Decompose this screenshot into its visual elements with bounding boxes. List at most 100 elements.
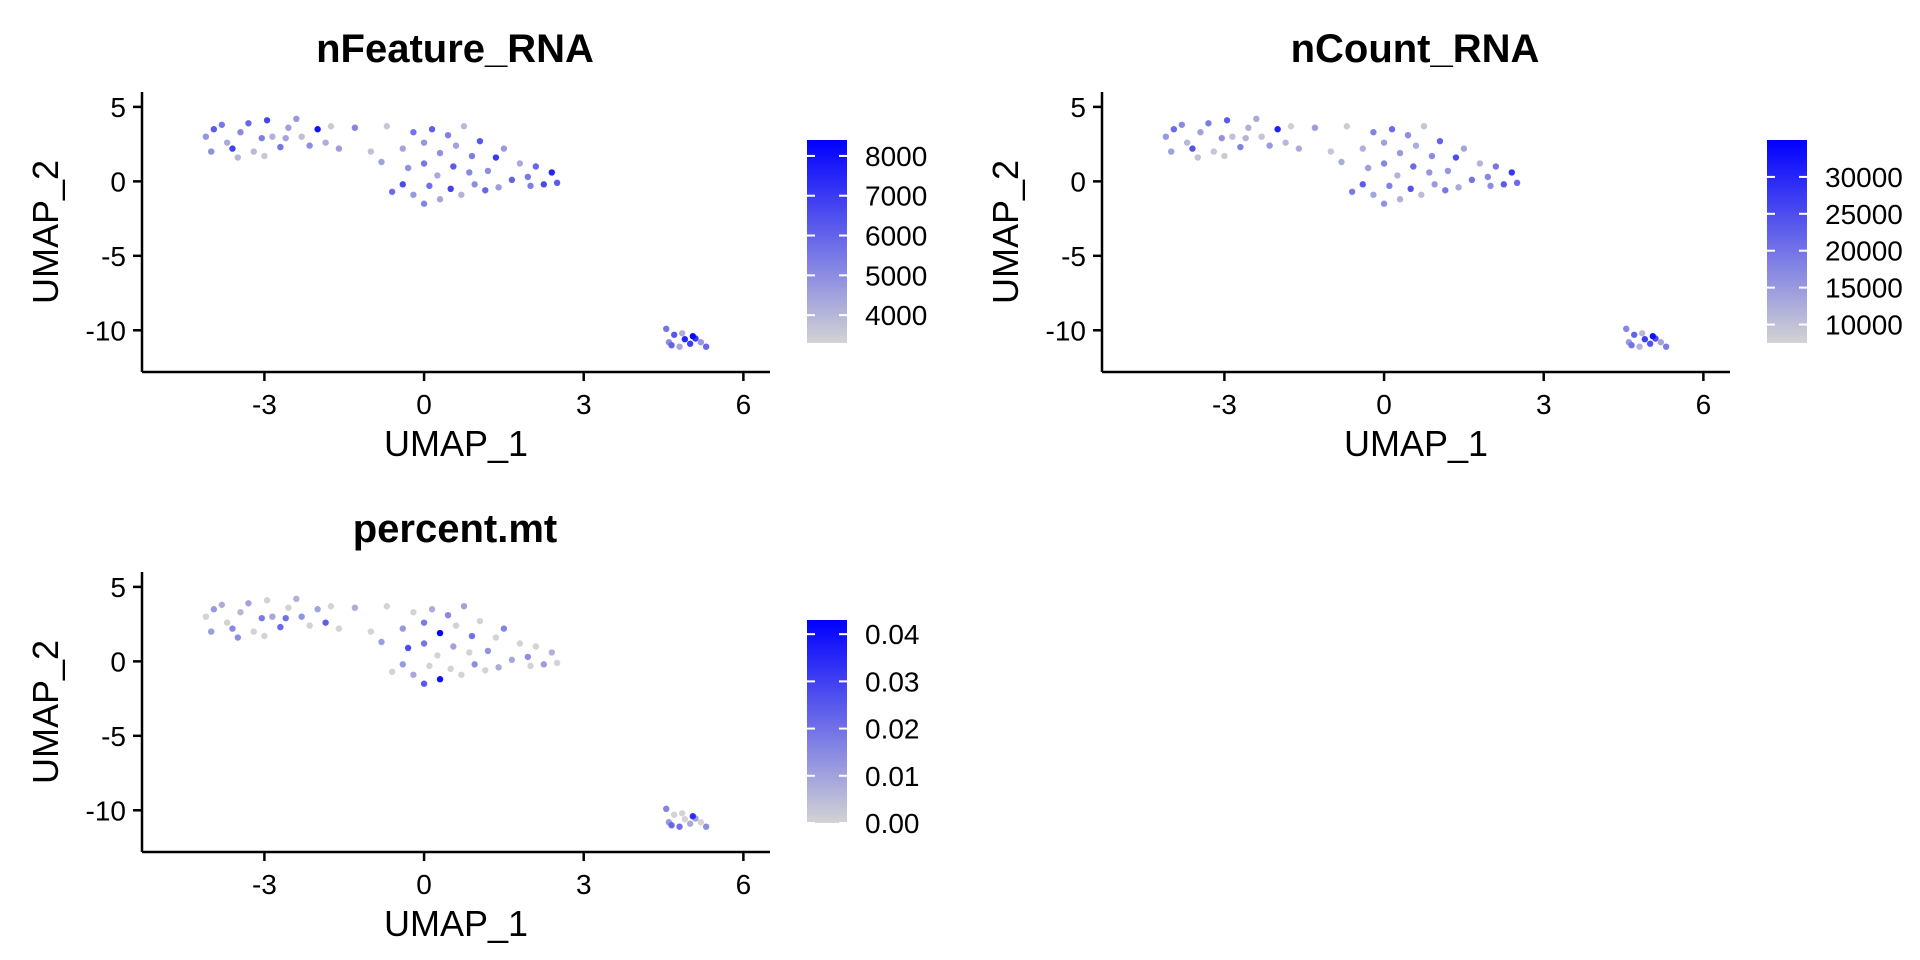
data-point [532, 163, 540, 170]
x-tick-label: 0 [1376, 389, 1392, 420]
data-point [293, 115, 300, 123]
data-point [282, 614, 289, 622]
y-tick-label: -10 [86, 315, 126, 346]
data-point [269, 133, 276, 140]
data-point [447, 665, 454, 673]
panel-ncount-rna: nCount_RNA -3 0 3 6 5 0 -5 -10 UMAP_1 UMAP_2 10000 1… [960, 0, 1920, 480]
colorbar-label: 6000 [865, 221, 927, 252]
data-point [689, 813, 697, 820]
data-point [678, 810, 686, 817]
x-tick-label: -3 [252, 869, 277, 900]
data-point [282, 134, 289, 142]
data-point [1348, 188, 1356, 195]
data-point [444, 131, 452, 139]
data-point [548, 649, 555, 656]
data-point [553, 659, 561, 667]
x-tick-label: 3 [1536, 389, 1552, 420]
data-point [434, 652, 441, 659]
data-point [223, 619, 231, 626]
data-point [697, 339, 705, 346]
x-tick-label: 0 [416, 389, 432, 420]
data-point [482, 187, 489, 194]
chart-svg-nfeature-rna: nFeature_RNA -3 0 3 6 5 0 -5 -10 UMAP_1 UMAP_2 4000… [25, 27, 927, 464]
data-point [428, 606, 436, 613]
colorbar-label: 8000 [865, 141, 927, 172]
data-point [1396, 196, 1404, 203]
y-tick-label: -5 [101, 721, 126, 752]
data-point [1205, 120, 1212, 127]
data-point [229, 625, 236, 632]
data-point [298, 133, 305, 140]
data-point [527, 662, 534, 670]
data-point [466, 649, 473, 656]
data-point [434, 172, 441, 179]
data-point [1237, 143, 1244, 151]
data-point [277, 623, 284, 631]
data-point [460, 123, 468, 130]
x-axis-title: UMAP_1 [384, 423, 528, 464]
colorbar [807, 620, 847, 823]
data-point [697, 819, 705, 826]
colorbar-label: 0.02 [865, 714, 920, 745]
data-point [681, 816, 689, 823]
data-point [1167, 148, 1175, 155]
chart-title: percent.mt [353, 507, 558, 551]
data-point [686, 820, 694, 827]
data-point [327, 603, 335, 610]
data-point [452, 142, 460, 149]
data-point [293, 595, 300, 603]
data-point [1282, 139, 1289, 146]
data-point [553, 179, 561, 187]
data-point [1484, 173, 1492, 181]
x-tick-label: 6 [736, 869, 752, 900]
data-point [1338, 158, 1345, 166]
data-point [676, 343, 683, 350]
data-point [285, 604, 292, 611]
data-point [218, 601, 226, 608]
data-point [367, 628, 375, 635]
data-point [367, 148, 375, 155]
data-point [436, 149, 444, 157]
y-tick-label: 5 [1070, 92, 1086, 123]
data-point [450, 163, 457, 170]
data-point [1396, 149, 1404, 157]
data-point [484, 167, 492, 175]
data-point [516, 640, 524, 647]
data-point [436, 629, 444, 637]
data-point [671, 331, 678, 338]
data-point [1513, 179, 1521, 187]
chart-title: nFeature_RNA [316, 27, 594, 71]
data-point [1431, 181, 1438, 188]
data-point [399, 661, 406, 668]
data-point [524, 653, 532, 661]
data-point [420, 640, 428, 647]
data-point [1636, 343, 1643, 350]
data-point [1370, 129, 1377, 136]
data-point [1386, 182, 1393, 190]
data-point [1487, 182, 1494, 190]
data-point [1359, 145, 1366, 152]
data-point [306, 142, 313, 149]
y-tick-label: 0 [1070, 166, 1086, 197]
data-point [663, 805, 670, 813]
x-axis-title: UMAP_1 [1344, 423, 1488, 464]
chart-title: nCount_RNA [1291, 27, 1540, 71]
data-point [420, 139, 428, 146]
data-point [1418, 191, 1425, 198]
colorbar-label: 4000 [865, 300, 927, 331]
data-point [426, 662, 433, 670]
chart-svg-percent-mt: percent.mt -3 0 3 6 5 0 -5 -10 UMAP_1 UMAP_2 0.00 0.… [25, 507, 920, 944]
data-point [1657, 339, 1665, 346]
data-point [1221, 152, 1228, 160]
colorbar [807, 140, 847, 343]
points-group [202, 115, 710, 350]
data-point [1245, 124, 1252, 131]
data-point [410, 671, 417, 678]
data-point [420, 680, 428, 687]
y-tick-label: 0 [110, 646, 126, 677]
data-point [258, 134, 265, 142]
data-point [298, 613, 305, 620]
data-point [681, 336, 689, 343]
data-point [1380, 139, 1388, 146]
